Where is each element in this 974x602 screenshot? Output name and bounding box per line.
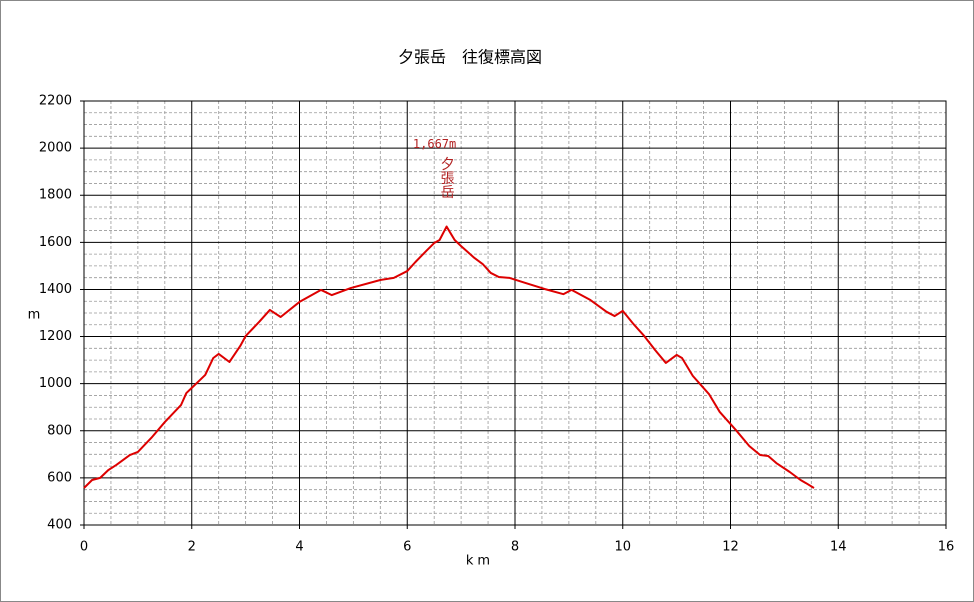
x-tick-label: 16 bbox=[938, 540, 955, 555]
y-tick-label: 1800 bbox=[39, 188, 72, 203]
y-tick-label: 600 bbox=[47, 470, 72, 485]
y-tick-label: 1600 bbox=[39, 235, 72, 250]
y-tick-label: 800 bbox=[47, 423, 72, 438]
y-axis-label: m bbox=[28, 308, 41, 323]
elevation-line bbox=[83, 225, 815, 489]
x-tick-label: 8 bbox=[511, 540, 519, 555]
y-tick-label: 400 bbox=[47, 518, 72, 533]
x-tick-label: 10 bbox=[614, 540, 631, 555]
x-axis-label: km bbox=[466, 554, 494, 569]
x-tick-label: 4 bbox=[295, 540, 303, 555]
y-tick-label: 2000 bbox=[39, 141, 72, 156]
chart-title: 夕張岳 往復標高図 bbox=[398, 48, 542, 67]
y-tick-label: 1000 bbox=[39, 376, 72, 391]
x-tick-label: 2 bbox=[188, 540, 196, 555]
y-tick-label: 1400 bbox=[39, 282, 72, 297]
peak-label: 1,667m bbox=[413, 137, 456, 151]
plot-border bbox=[83, 100, 947, 526]
y-tick-label: 1200 bbox=[39, 329, 72, 344]
x-tick-label: 14 bbox=[830, 540, 847, 555]
x-tick-label: 0 bbox=[80, 540, 88, 555]
x-tick-label: 12 bbox=[722, 540, 739, 555]
x-tick-label: 6 bbox=[403, 540, 411, 555]
y-tick-label: 2200 bbox=[39, 94, 72, 109]
peak-name: 夕張岳 bbox=[439, 157, 455, 199]
